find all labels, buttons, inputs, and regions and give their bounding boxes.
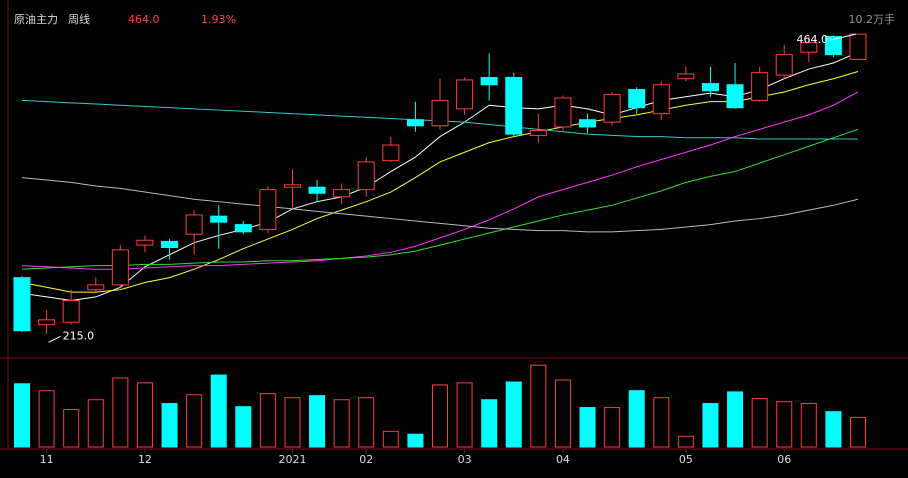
volume-bar [800,402,817,448]
volume-bar [702,402,719,448]
ma-line [21,128,859,270]
volume-bar [63,409,80,448]
candle-body [701,83,719,92]
volume-bar [579,407,596,448]
candle-body [185,214,203,235]
candle-body [505,77,523,135]
candle-body [357,161,375,191]
ma-line [21,51,859,302]
volume-bar [161,402,178,448]
volume-bar [751,398,768,448]
min-arrow [48,335,61,343]
candle-body [333,189,351,198]
ma-line [21,71,859,293]
change: 1.93% [201,13,236,26]
ma-line [21,91,859,270]
volume-bar [530,364,547,448]
candle-body [603,93,621,123]
volume-bar [776,401,793,448]
candle-body [849,33,867,60]
volume-bar [604,407,621,448]
volume-bar [505,381,522,448]
volume-bar [358,397,375,448]
candle-body [628,89,646,109]
candle-body [111,249,129,286]
volume-bar [87,399,104,448]
volume-bar [284,397,301,448]
volume-bar [407,433,424,448]
candle-body [406,119,424,127]
candle-body [456,79,474,110]
volume-bar [235,406,252,448]
max-label: 464.0 [797,33,829,46]
last-price: 464.0 [128,13,160,26]
x-tick-label: 02 [359,453,373,466]
candle-body [161,240,179,248]
candle-body [38,319,56,326]
ma-line [21,177,859,233]
x-tick-label: 12 [138,453,152,466]
x-tick-label: 11 [40,453,54,466]
volume-text: 10.2万手 [849,12,896,26]
volume-bar [554,379,571,448]
volume-bar [825,411,842,448]
volume-bar [259,393,276,448]
candle-body [259,189,277,230]
candle-body [751,72,769,101]
candle-body [431,99,449,127]
candle-body [210,215,228,223]
candle-body [136,239,154,246]
volume-bar [136,382,153,448]
candle-body [308,186,326,194]
volume-bar [677,435,694,448]
x-tick-label: 03 [458,453,472,466]
candle-body [677,73,695,80]
volume-bar [186,394,203,448]
candle-body [652,84,670,115]
candle-body [579,119,597,128]
candle-body [529,130,547,136]
volume-bar [333,399,350,448]
candle-body [554,97,572,128]
candle-body [775,54,793,76]
x-tick-label: 2021 [278,453,306,466]
candle-body [800,42,818,53]
volume-bar [628,390,645,448]
candle-body [480,77,498,86]
volume-bar [727,391,744,448]
instrument-title: 原油主力 [14,12,58,26]
min-label: 215.0 [63,329,95,342]
volume-bar [456,382,473,448]
candle-body [283,184,301,188]
volume-bar [432,384,448,448]
volume-bar [481,399,498,448]
candle-body [13,277,31,332]
volume-bar [14,383,30,448]
candle-body [382,144,400,162]
max-arrow [829,33,857,41]
volume-bar [309,395,326,448]
volume-bar [210,374,227,448]
period: 周线 [68,12,90,26]
volume-bar [382,430,399,448]
volume-bar [112,377,129,448]
volume-bar [38,390,55,448]
candle-body [87,284,105,291]
candle-body [726,84,744,109]
volume-bar [653,397,670,448]
candle-body [824,36,842,56]
candle-body [234,224,252,233]
candle-body [62,300,80,323]
x-tick-label: 05 [679,453,693,466]
x-tick-label: 04 [556,453,570,466]
x-tick-label: 06 [777,453,791,466]
volume-bar [850,416,866,448]
